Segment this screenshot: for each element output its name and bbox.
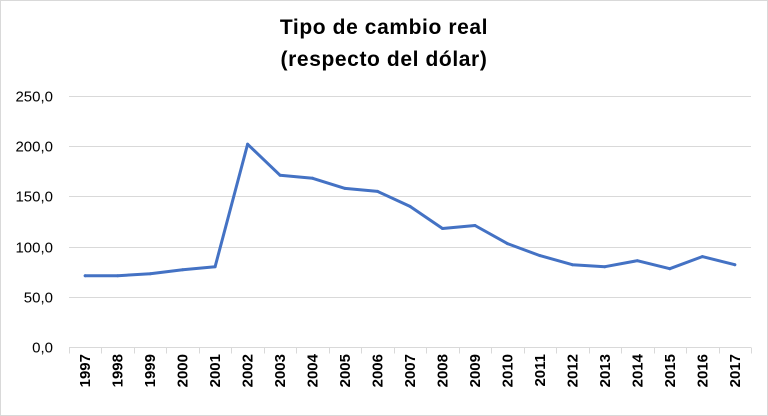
data-point-1998 (116, 274, 120, 278)
x-tick-label: 2011 (532, 354, 549, 387)
data-point-2002 (246, 142, 250, 146)
x-tick-label: 1997 (77, 354, 94, 387)
x-tick-label: 2008 (434, 354, 451, 387)
data-point-2005 (343, 186, 347, 190)
data-point-2014 (635, 259, 639, 263)
data-point-2003 (278, 173, 282, 177)
y-tick-label: 50,0 (24, 290, 53, 307)
data-point-2009 (473, 224, 477, 227)
y-tick-label: 150,0 (15, 189, 53, 206)
data-point-2006 (376, 189, 379, 193)
x-tick-label: 2014 (629, 353, 646, 387)
x-tick-label: 2001 (207, 354, 224, 387)
y-axis-tick-labels: 0,0 50,0 100,0 150,0 200,0 250,0 (15, 89, 53, 357)
data-point-2011 (538, 254, 542, 258)
x-tick-label: 2007 (402, 354, 419, 387)
data-point-2017 (733, 263, 737, 267)
x-axis-tick-labels: 1997 1998 1999 2000 2001 2002 2003 2004 2005 2006… (77, 353, 744, 387)
x-tick-label: 2000 (175, 354, 192, 387)
y-tick-label: 0,0 (32, 340, 53, 357)
data-point-2016 (700, 255, 704, 259)
y-tick-label: 200,0 (15, 139, 53, 156)
x-axis (69, 347, 752, 354)
x-tick-label: 2003 (272, 354, 289, 387)
data-point-1999 (148, 272, 152, 276)
gridlines (69, 96, 751, 298)
x-tick-label: 2012 (564, 354, 581, 387)
x-tick-label: 2010 (499, 354, 516, 387)
x-tick-label: 2009 (467, 354, 484, 387)
x-tick-label: 2005 (337, 354, 354, 387)
x-tick-label: 2002 (240, 354, 257, 387)
data-point-2000 (181, 268, 185, 272)
chart-title-line-1: Tipo de cambio real (280, 16, 488, 39)
chart-title-line-2: (respecto del dólar) (281, 48, 488, 71)
series-line (83, 142, 737, 278)
data-point-1997 (83, 274, 87, 278)
data-point-2010 (505, 242, 509, 246)
data-point-2007 (408, 204, 412, 208)
series-layer (83, 142, 737, 278)
data-point-2012 (570, 263, 574, 267)
x-tick-label: 2004 (305, 353, 322, 387)
data-point-2004 (311, 176, 315, 180)
data-point-2013 (603, 265, 607, 269)
data-point-2008 (441, 227, 444, 230)
x-tick-label: 2015 (662, 354, 679, 387)
y-tick-label: 100,0 (15, 240, 53, 257)
x-tick-label: 2006 (370, 354, 387, 387)
data-point-2015 (668, 267, 672, 271)
x-tick-label: 1999 (142, 354, 159, 387)
data-point-2001 (213, 265, 217, 269)
y-tick-label: 250,0 (15, 89, 53, 106)
x-tick-label: 2013 (597, 354, 614, 387)
x-tick-label: 2016 (694, 354, 711, 387)
x-tick-label: 2017 (727, 354, 744, 387)
x-tick-label: 1998 (110, 354, 127, 387)
